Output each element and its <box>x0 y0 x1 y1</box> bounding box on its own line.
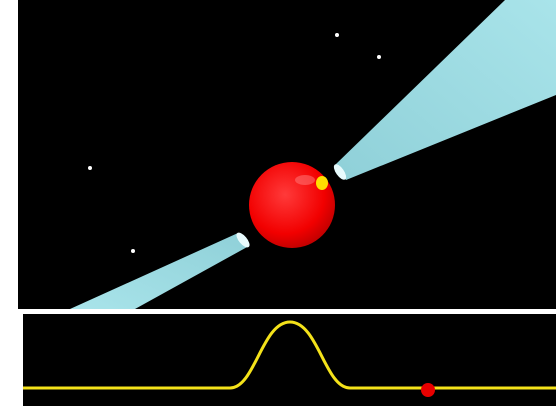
neutron-star <box>249 162 335 248</box>
star <box>131 249 135 253</box>
phase-marker <box>421 383 435 397</box>
pulse-panel <box>23 314 556 406</box>
star <box>88 166 92 170</box>
pulsar-animation <box>0 0 556 406</box>
star <box>335 33 339 37</box>
hot-spot <box>316 176 328 190</box>
divider <box>18 309 556 314</box>
star <box>377 55 381 59</box>
highlight <box>295 175 315 185</box>
